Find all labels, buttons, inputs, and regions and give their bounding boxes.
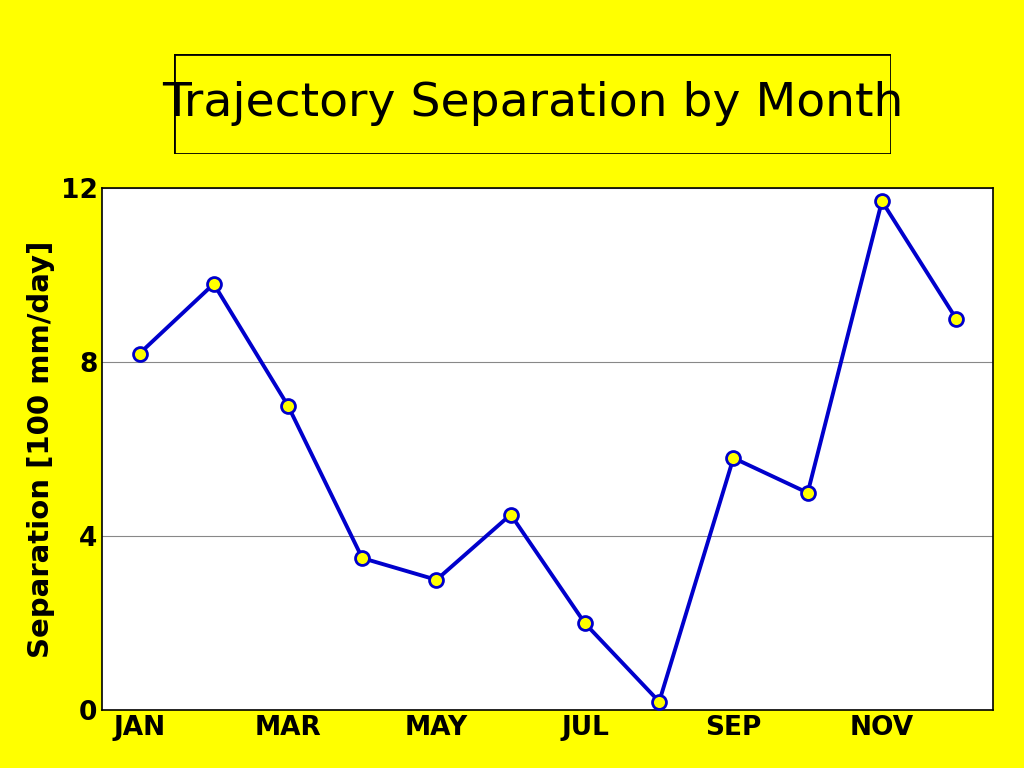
Y-axis label: Separation [100 mm/day]: Separation [100 mm/day]: [27, 240, 55, 658]
Point: [873, 195, 890, 207]
Point: [280, 399, 296, 412]
Point: [503, 508, 519, 521]
Point: [651, 696, 668, 708]
FancyBboxPatch shape: [174, 54, 891, 154]
Point: [577, 617, 593, 630]
Text: Trajectory Separation by Month: Trajectory Separation by Month: [162, 81, 903, 126]
Point: [428, 574, 444, 586]
Point: [206, 278, 222, 290]
Point: [354, 552, 371, 564]
Point: [725, 452, 741, 464]
Point: [800, 487, 816, 499]
Point: [131, 347, 147, 359]
Point: [948, 313, 965, 325]
